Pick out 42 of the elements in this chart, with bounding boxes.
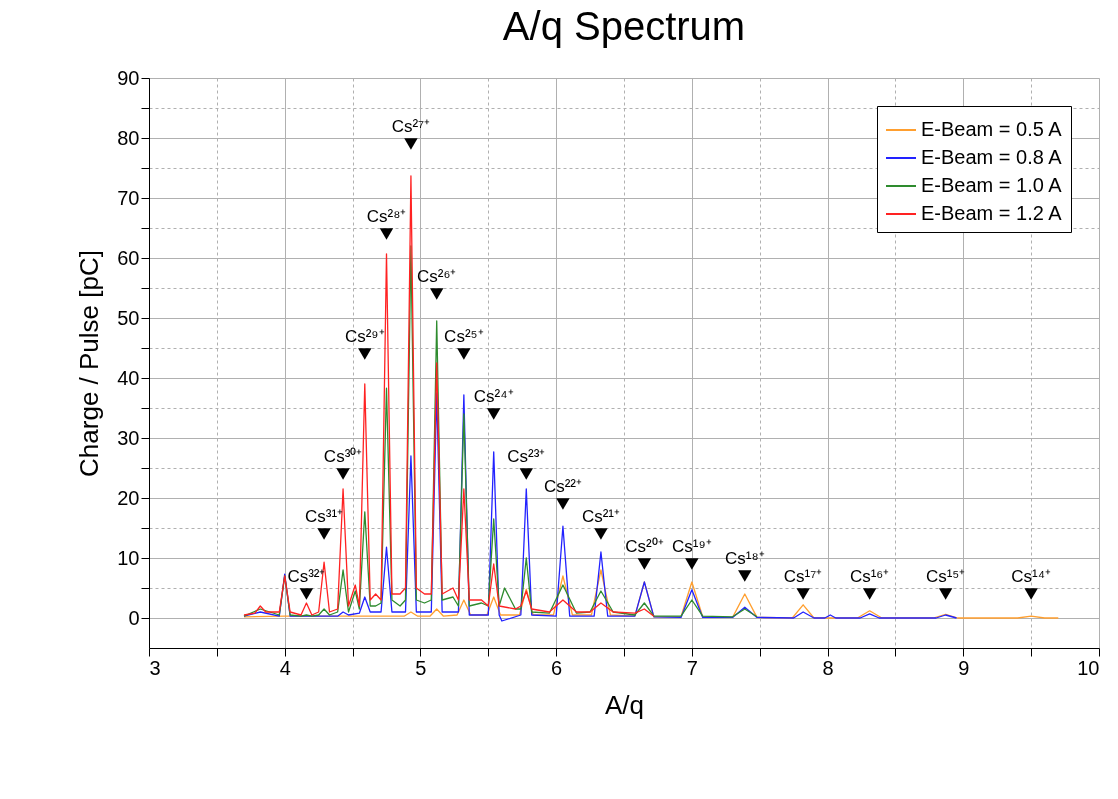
- annotation: Cs²⁶⁺: [417, 267, 457, 286]
- x-tick-label: 9: [958, 656, 970, 679]
- annotation: Cs¹⁸⁺: [724, 549, 765, 568]
- y-tick-label: 10: [117, 546, 140, 569]
- legend-label: E-Beam = 0.8 A: [921, 146, 1063, 168]
- annotation: Cs¹⁵⁺: [925, 567, 966, 586]
- annotation: Cs²¹⁺: [581, 507, 620, 526]
- x-axis-title: A/q: [604, 689, 645, 720]
- x-tick-label: 5: [415, 656, 427, 679]
- x-tick-label: 3: [149, 656, 161, 679]
- annotation: Cs²⁴⁺: [473, 387, 514, 406]
- y-tick-label: 50: [117, 306, 140, 329]
- annotation: Cs²⁰⁺: [625, 537, 664, 556]
- y-tick-label: 70: [117, 186, 140, 209]
- legend-label: E-Beam = 0.5 A: [921, 118, 1063, 140]
- legend-label: E-Beam = 1.0 A: [921, 174, 1063, 196]
- annotation: Cs²⁷⁺: [391, 117, 431, 136]
- annotation: Cs¹⁴⁺: [1011, 567, 1052, 586]
- y-axis-title: Charge / Pulse [pC]: [74, 250, 105, 477]
- x-tick-label: 8: [822, 656, 834, 679]
- annotation: Cs²⁸⁺: [366, 207, 407, 226]
- x-tick-label: 4: [279, 656, 291, 679]
- x-tick-label: 6: [551, 656, 563, 679]
- y-tick-label: 80: [117, 126, 140, 149]
- legend-label: E-Beam = 1.2 A: [921, 202, 1063, 224]
- y-tick-label: 30: [117, 426, 140, 449]
- y-tick-label: 90: [117, 66, 140, 89]
- y-tick-label: 60: [117, 246, 140, 269]
- annotation: Cs²²⁺: [543, 477, 582, 496]
- annotation: Cs¹⁷⁺: [783, 567, 823, 586]
- annotation: Cs¹⁶⁺: [849, 567, 890, 586]
- y-tick-label: 0: [128, 606, 140, 629]
- annotation: Cs³⁰⁺: [323, 447, 363, 466]
- y-tick-label: 40: [117, 366, 140, 389]
- annotation: Cs²³⁺: [507, 447, 546, 466]
- annotation: Cs²⁵⁺: [444, 327, 484, 346]
- chart-title: A/q Spectrum: [502, 4, 746, 48]
- x-tick-label: 10: [1077, 656, 1100, 679]
- annotation: Cs²⁹⁺: [344, 327, 385, 346]
- annotation: Cs¹⁹⁺: [672, 537, 712, 556]
- x-tick-label: 7: [686, 656, 698, 679]
- y-tick-label: 20: [117, 486, 140, 509]
